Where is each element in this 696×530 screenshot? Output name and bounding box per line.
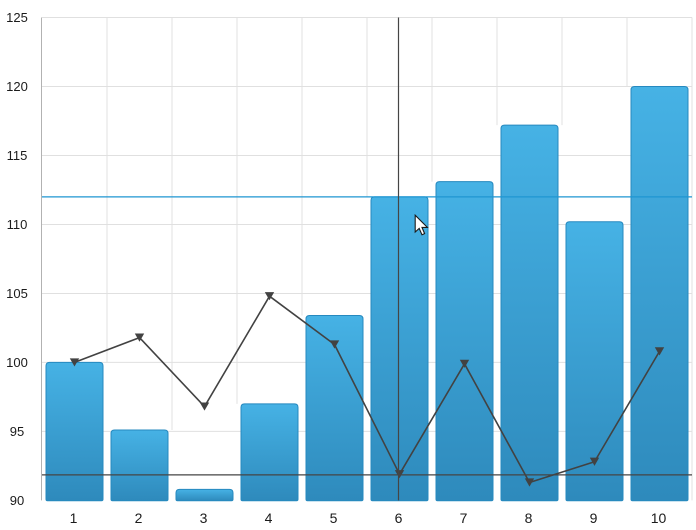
line-marker[interactable] [524,478,535,487]
x-axis-label: 1 [70,510,78,526]
axis-labels: 90 95 100 105 110 115 120 125 1 2 3 4 5 6 7 8 9 10 [6,10,666,526]
line-marker[interactable] [69,358,80,367]
bar[interactable] [175,488,234,502]
line-marker[interactable] [134,333,145,342]
x-axis-label: 7 [460,510,468,526]
bar[interactable] [435,181,494,502]
bar[interactable] [565,221,624,502]
x-axis-label: 4 [265,510,273,526]
line-marker[interactable] [459,359,470,368]
y-axis-label: 105 [6,286,28,301]
gridlines [42,17,692,432]
line-series-path [73,295,661,484]
y-axis-label: 95 [10,424,24,439]
bar[interactable] [630,85,689,502]
arrow-cursor-shape [414,213,429,236]
y-axis-label: 110 [7,217,28,232]
y-axis-label: 100 [6,355,28,370]
x-axis-label: 3 [200,510,208,526]
line-marker[interactable] [329,340,340,349]
x-axis-label: 8 [525,510,533,526]
bar[interactable] [110,429,169,502]
line-marker[interactable] [264,292,275,301]
line-marker[interactable] [654,347,665,356]
y-axis-label: 120 [6,79,28,94]
y-axis-label: 125 [6,10,28,25]
x-axis-label: 9 [590,510,598,526]
x-axis-label: 5 [330,510,338,526]
x-axis-label: 10 [651,510,667,526]
y-axis-label: 90 [10,493,24,508]
mouse-arrow-cursor [414,213,429,236]
y-axis-label: 115 [7,148,28,163]
line-marker[interactable] [394,470,405,479]
bar[interactable] [45,361,104,502]
bar[interactable] [500,124,559,502]
x-axis-label: 2 [135,510,143,526]
line-marker[interactable] [199,402,210,411]
line-marker[interactable] [589,457,600,466]
bar-series [45,85,689,502]
x-axis-label: 6 [395,510,403,526]
bar[interactable] [305,315,364,502]
bar[interactable] [370,196,429,502]
bar[interactable] [240,403,299,502]
